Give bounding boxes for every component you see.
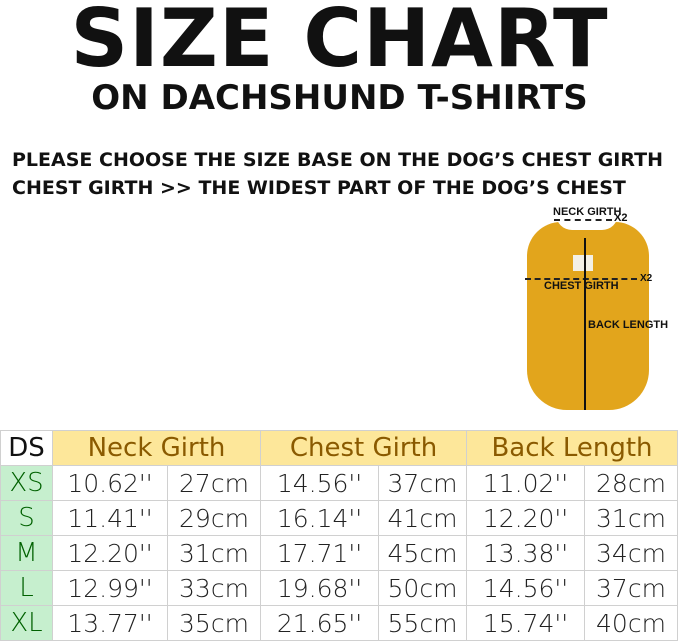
measure-cell: 14.56'' (260, 465, 379, 501)
back-line (584, 238, 586, 410)
measure-cell: 41cm (378, 500, 467, 536)
size-cell: XL (0, 605, 53, 641)
measure-cell: 21.65'' (260, 605, 379, 641)
neck-multiplier: X2 (614, 212, 628, 224)
measure-cell: 31cm (584, 500, 678, 536)
neck-line (554, 219, 612, 221)
table-row: L 12.99'' 33cm 19.68'' 50cm 14.56'' 37cm (0, 570, 678, 606)
size-cell: XS (0, 465, 53, 501)
measure-cell: 12.20'' (52, 535, 168, 571)
size-table: DS Neck Girth Chest Girth Back Length XS… (0, 430, 678, 641)
table-row: S 11.41'' 29cm 16.14'' 41cm 12.20'' 31cm (0, 500, 678, 536)
measure-cell: 13.77'' (52, 605, 168, 641)
chest-girth-header: Chest Girth (260, 430, 467, 466)
measure-cell: 12.99'' (52, 570, 168, 606)
measure-cell: 10.62'' (52, 465, 168, 501)
measure-cell: 33cm (167, 570, 261, 606)
page-title: SIZE CHART (70, 0, 609, 85)
measure-cell: 11.02'' (466, 465, 585, 501)
back-length-header: Back Length (466, 430, 678, 466)
neck-girth-label: NECK GIRTH (553, 206, 622, 218)
chest-girth-label: CHEST GIRTH (544, 280, 619, 292)
size-cell: M (0, 535, 53, 571)
instruction-line: PLEASE CHOOSE THE SIZE BASE ON THE DOG’S… (12, 149, 664, 171)
measure-cell: 31cm (167, 535, 261, 571)
measure-cell: 17.71'' (260, 535, 379, 571)
neck-girth-header: Neck Girth (52, 430, 261, 466)
measure-cell: 16.14'' (260, 500, 379, 536)
measure-cell: 50cm (378, 570, 467, 606)
measure-cell: 45cm (378, 535, 467, 571)
measure-cell: 40cm (584, 605, 678, 641)
instruction-line: CHEST GIRTH >> THE WIDEST PART OF THE DO… (12, 177, 626, 199)
measure-cell: 15.74'' (466, 605, 585, 641)
table-row: XS 10.62'' 27cm 14.56'' 37cm 11.02'' 28cm (0, 465, 678, 501)
measure-cell: 34cm (584, 535, 678, 571)
shirt-collar (556, 214, 618, 230)
table-row: M 12.20'' 31cm 17.71'' 45cm 13.38'' 34cm (0, 535, 678, 571)
size-header: DS (0, 430, 53, 466)
size-cell: S (0, 500, 53, 536)
measure-cell: 29cm (167, 500, 261, 536)
table-row: XL 13.77'' 35cm 21.65'' 55cm 15.74'' 40cm (0, 605, 678, 641)
shirt-tag (573, 255, 593, 271)
size-cell: L (0, 570, 53, 606)
table-header-row: DS Neck Girth Chest Girth Back Length (0, 430, 678, 466)
page-subtitle: ON DACHSHUND T-SHIRTS (91, 78, 588, 118)
back-length-label: BACK LENGTH (588, 319, 669, 331)
measure-cell: 13.38'' (466, 535, 585, 571)
measure-cell: 19.68'' (260, 570, 379, 606)
measure-cell: 14.56'' (466, 570, 585, 606)
measure-cell: 37cm (584, 570, 678, 606)
measure-cell: 37cm (378, 465, 467, 501)
chest-line (525, 278, 637, 280)
measure-cell: 35cm (167, 605, 261, 641)
measure-cell: 55cm (378, 605, 467, 641)
measure-cell: 27cm (167, 465, 261, 501)
chest-multiplier: X2 (640, 273, 653, 284)
measure-cell: 28cm (584, 465, 678, 501)
measure-cell: 12.20'' (466, 500, 585, 536)
shirt-image (527, 222, 649, 410)
measure-cell: 11.41'' (52, 500, 168, 536)
